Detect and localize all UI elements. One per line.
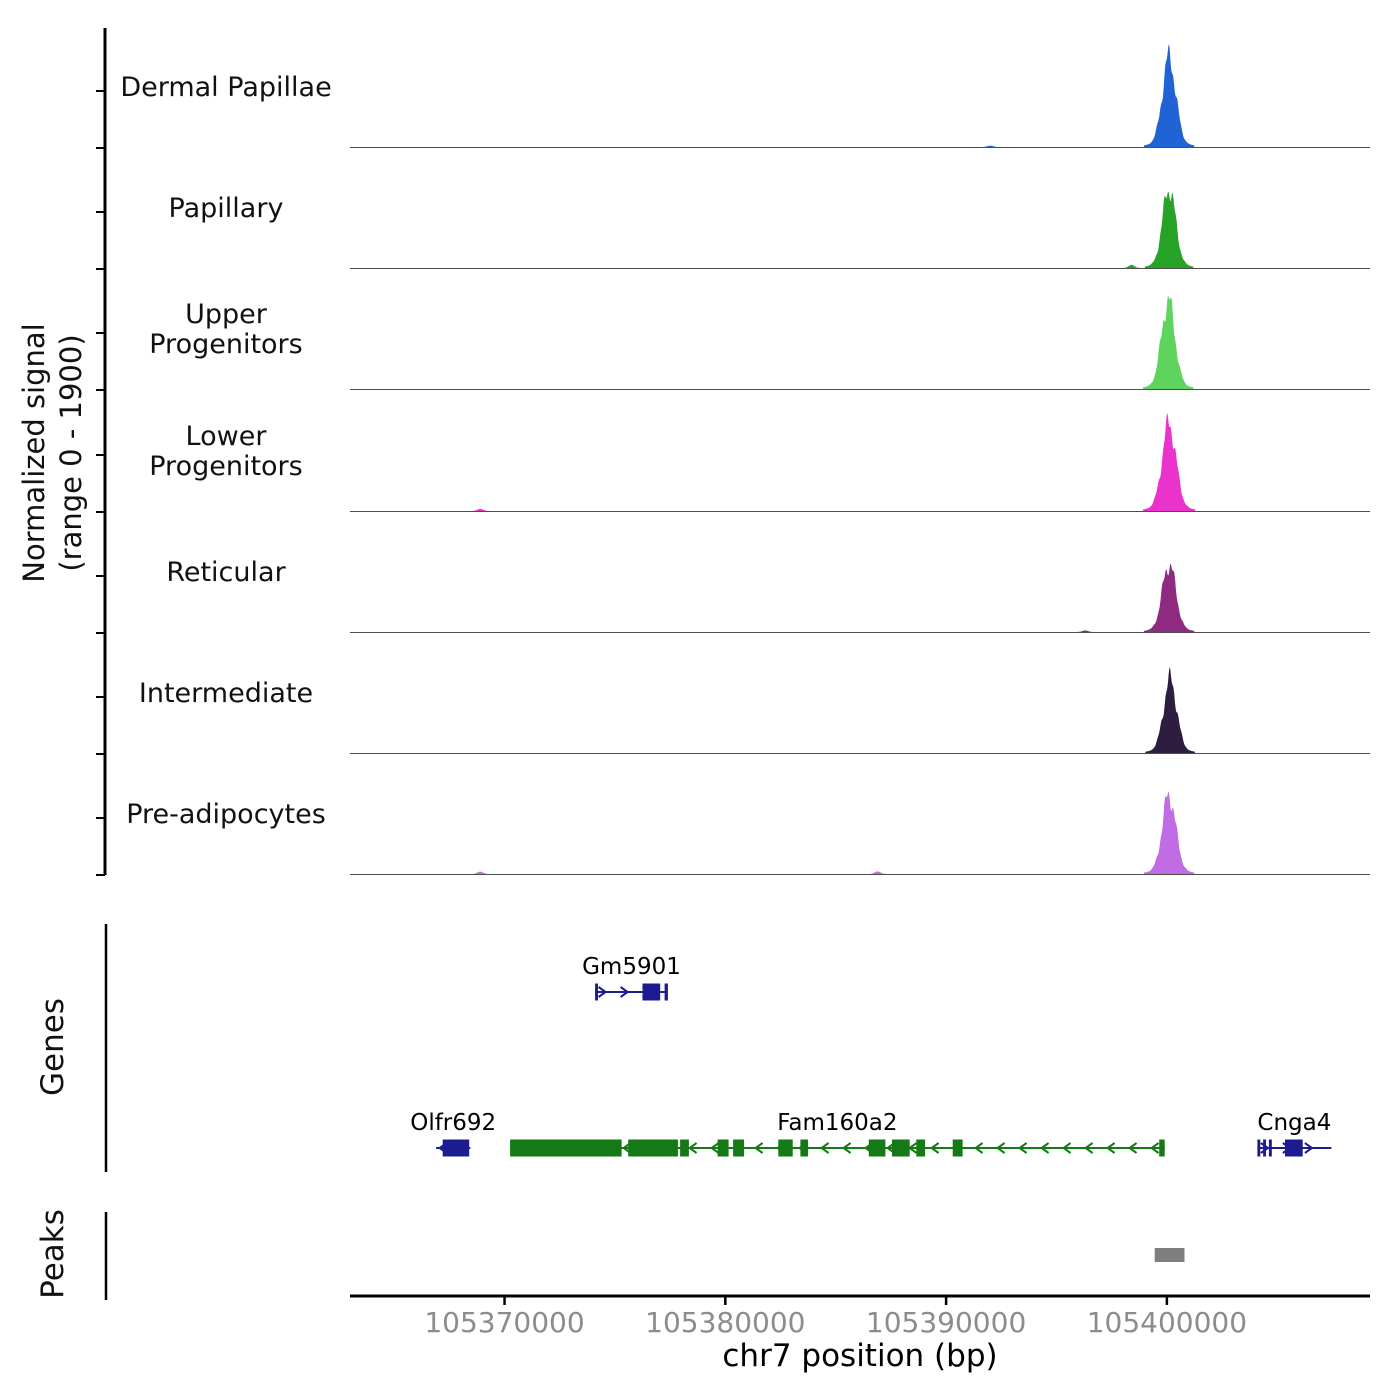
track-signal-dermal-papillae <box>350 44 1370 148</box>
signal-axis-title-line2: (range 0 - 1900) <box>54 334 88 572</box>
track-signal-reticular <box>350 563 1370 633</box>
strand-arrow-icon <box>1149 1142 1160 1154</box>
exon <box>1257 1139 1261 1157</box>
peaks-track <box>1154 1248 1185 1262</box>
strand-arrow-icon <box>687 1142 698 1154</box>
track-signal-pre-adipocytes <box>350 791 1370 875</box>
signal-peak-intermediate <box>350 667 1370 753</box>
genes-section-label: Genes <box>32 947 74 1147</box>
strand-arrow-icon <box>1061 1142 1072 1154</box>
gene-cnga4: Cnga4 <box>1257 1110 1332 1157</box>
signal-axis-title: Normalized signal (range 0 - 1900) <box>17 248 89 658</box>
exon <box>952 1139 963 1157</box>
exon <box>892 1139 910 1157</box>
strand-arrow-icon <box>1039 1142 1050 1154</box>
strand-arrow-icon <box>709 1142 720 1154</box>
strand-arrow-icon <box>929 1142 940 1154</box>
peaks-axis-line <box>104 1212 108 1300</box>
x-tick-label: 105380000 <box>645 1306 805 1339</box>
signal-axis-title-line1: Normalized signal <box>16 323 51 583</box>
gene-name-gm5901: Gm5901 <box>582 954 681 980</box>
track-signal-intermediate <box>350 667 1370 754</box>
exon <box>1285 1139 1303 1157</box>
exon <box>916 1139 926 1157</box>
exon <box>778 1139 793 1157</box>
track-label-dermal-papillae: Dermal Papillae <box>120 71 332 103</box>
genes-axis-line <box>104 924 108 1172</box>
strand-arrow-icon <box>995 1142 1006 1154</box>
x-tick-label: 105400000 <box>1087 1306 1247 1339</box>
strand-arrow-icon <box>1304 1142 1314 1154</box>
track-label-papillary: Papillary <box>168 192 284 224</box>
gene-gm5901: Gm5901 <box>582 954 681 1001</box>
exon <box>642 983 661 1001</box>
exon <box>1268 1139 1272 1157</box>
exon <box>868 1139 886 1157</box>
x-axis: 105370000 105380000 105390000 105400000 chr7… <box>350 1294 1370 1374</box>
exon <box>1263 1139 1266 1157</box>
peak-region <box>1154 1248 1185 1262</box>
gene-olfr692: Olfr692 <box>410 1110 496 1157</box>
exon <box>442 1139 470 1157</box>
strand-arrow-icon <box>598 986 608 998</box>
exon <box>510 1139 622 1157</box>
track-label-reticular: Reticular <box>166 556 286 588</box>
genes-track: Gm5901 Olfr692 Fam160a2 Cnga4 <box>410 954 1332 1157</box>
exon <box>664 983 668 1001</box>
signal-peak-lower-progenitors <box>350 413 1370 511</box>
gene-fam160a2: Fam160a2 <box>510 1110 1165 1157</box>
exon <box>1159 1139 1165 1157</box>
peaks-section-label: Peaks <box>32 1154 74 1354</box>
strand-arrow-icon <box>841 1142 852 1154</box>
exon <box>800 1139 809 1157</box>
strand-arrow-icon <box>1083 1142 1094 1154</box>
x-tick-label: 105390000 <box>866 1306 1026 1339</box>
x-axis-title: chr7 position (bp) <box>722 1338 997 1374</box>
track-label-lower-progenitors: Lower Progenitors <box>149 420 303 482</box>
exon <box>628 1139 678 1157</box>
genes-label-text: Genes <box>35 998 71 1096</box>
track-label-intermediate: Intermediate <box>138 677 314 709</box>
signal-peak-pre-adipocytes <box>350 791 1370 874</box>
exon <box>680 1139 689 1157</box>
gene-name-fam160a2: Fam160a2 <box>777 1110 897 1136</box>
track-label-upper-progenitors: Upper Progenitors <box>149 298 303 360</box>
x-tick-label: 105370000 <box>424 1306 584 1339</box>
strand-arrow-icon <box>620 986 630 998</box>
gene-name-cnga4: Cnga4 <box>1257 1110 1331 1136</box>
strand-arrow-icon <box>753 1142 764 1154</box>
strand-arrow-icon <box>819 1142 830 1154</box>
signal-peak-papillary <box>350 191 1370 268</box>
signal-peak-upper-progenitors <box>350 296 1370 389</box>
exon <box>733 1139 745 1157</box>
signal-peak-dermal-papillae <box>350 44 1370 147</box>
signal-y-axis <box>96 28 107 876</box>
track-signal-lower-progenitors <box>350 413 1370 512</box>
strand-arrow-icon <box>1017 1142 1028 1154</box>
exon <box>595 983 598 1001</box>
track-signal-papillary <box>350 191 1370 269</box>
strand-arrow-icon <box>1127 1142 1138 1154</box>
gene-name-olfr692: Olfr692 <box>410 1110 496 1136</box>
track-signal-upper-progenitors <box>350 296 1370 390</box>
signal-peak-reticular <box>350 563 1370 632</box>
exon <box>717 1139 729 1157</box>
track-label-pre-adipocytes: Pre-adipocytes <box>126 798 326 830</box>
strand-arrow-icon <box>1105 1142 1116 1154</box>
peaks-label-text: Peaks <box>35 1209 71 1299</box>
strand-arrow-icon <box>973 1142 984 1154</box>
